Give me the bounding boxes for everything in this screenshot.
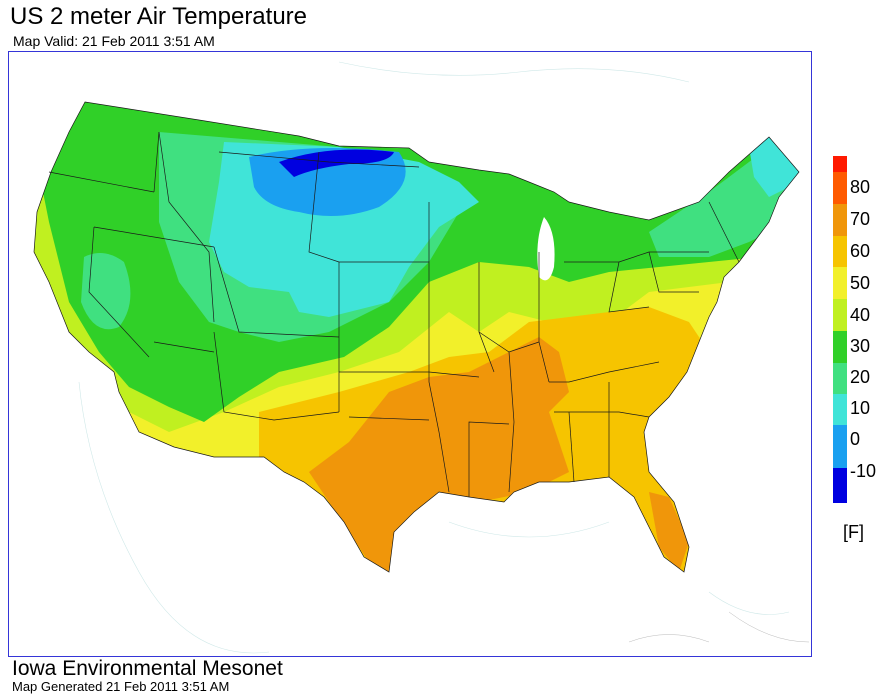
field-60-70	[309, 337, 569, 572]
legend-tick-0: 0	[850, 429, 861, 449]
legend-colorbar	[833, 156, 847, 503]
legend-seg-above-80	[833, 156, 847, 172]
legend-tick-10: 10	[850, 398, 871, 418]
legend-seg-70-80	[833, 172, 847, 204]
legend-tick-minus10: -10	[850, 461, 877, 481]
legend-tick-30: 30	[850, 336, 871, 356]
legend-seg-10-20	[833, 363, 847, 394]
legend-tick-20: 20	[850, 367, 871, 387]
legend-seg-60-70	[833, 204, 847, 236]
map-valid-time: Map Valid: 21 Feb 2011 3:51 AM	[13, 33, 215, 49]
field-60-70-florida	[649, 492, 689, 572]
legend-seg-20-30	[833, 331, 847, 363]
legend-tick-50: 50	[850, 273, 871, 293]
temperature-map	[33, 61, 810, 654]
temperature-field	[34, 102, 799, 572]
map-title: US 2 meter Air Temperature	[10, 3, 308, 30]
legend-seg-0-10	[833, 394, 847, 425]
legend-seg-minus10-0	[833, 425, 847, 468]
background-outlines	[78, 61, 790, 654]
legend-seg-30-40	[833, 299, 847, 331]
legend-tick-80: 80	[850, 177, 871, 197]
legend-seg-50-60	[833, 236, 847, 267]
map-frame	[8, 51, 812, 657]
legend-tick-70: 70	[850, 209, 871, 229]
legend-tick-60: 60	[850, 241, 871, 261]
legend-units: [F]	[843, 522, 864, 542]
legend-seg-40-50	[833, 267, 847, 299]
legend-seg-below-minus10	[833, 468, 847, 503]
lake-michigan	[537, 217, 555, 281]
footer-org: Iowa Environmental Mesonet	[12, 657, 283, 680]
legend-tick-40: 40	[850, 305, 871, 325]
coastline-details	[628, 611, 810, 643]
field-10-20-west	[81, 253, 131, 330]
field-below-minus10	[279, 149, 394, 177]
state-boundaries	[33, 101, 800, 573]
footer-generated: Map Generated 21 Feb 2011 3:51 AM	[12, 679, 230, 694]
